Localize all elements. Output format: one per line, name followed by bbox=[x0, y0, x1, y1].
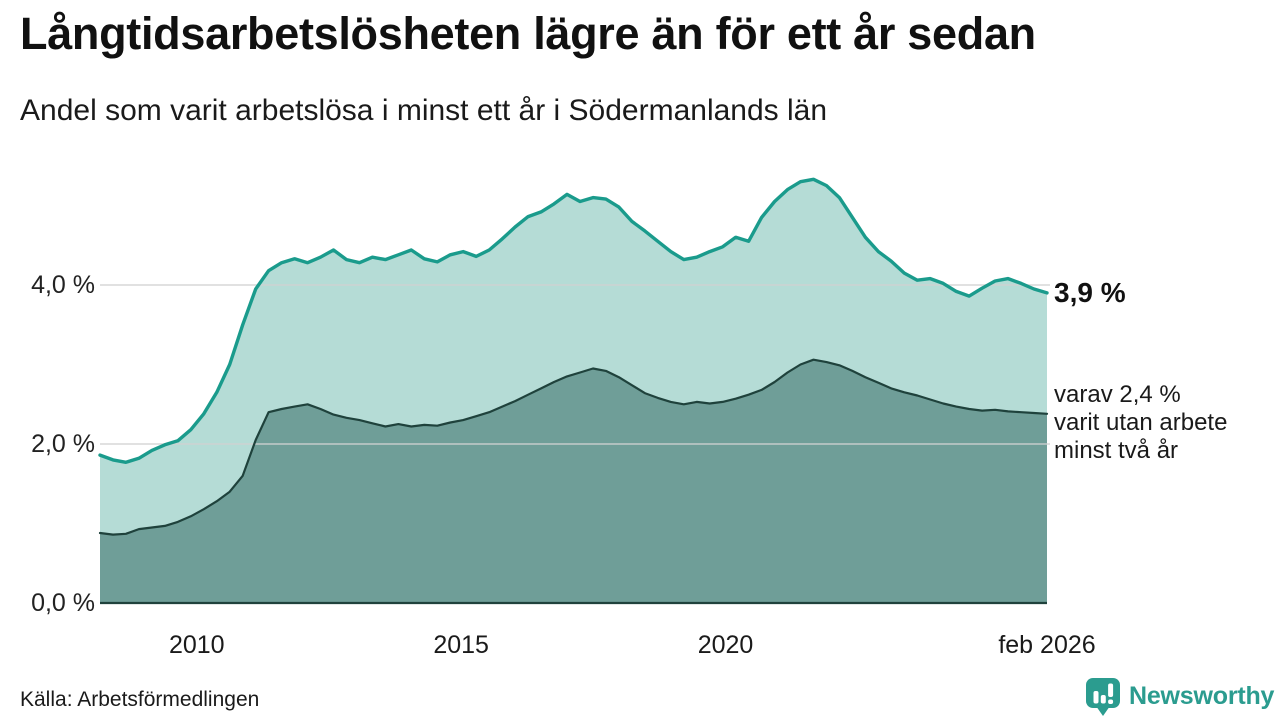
series-0-line bbox=[98, 177, 1049, 464]
end-value-label: 3,9 % bbox=[1054, 277, 1126, 308]
series-1-line bbox=[98, 358, 1049, 536]
page-subtitle: Andel som varit arbetslösa i minst ett å… bbox=[20, 94, 828, 127]
page-title: Långtidsarbetslösheten lägre än för ett … bbox=[20, 8, 1036, 59]
newsworthy-logo-icon bbox=[1086, 678, 1120, 716]
y-tick-4: 4,0 % bbox=[31, 271, 95, 299]
y-tick-2: 2,0 % bbox=[31, 430, 95, 458]
secondary-annotation-line-1: varav 2,4 % bbox=[1054, 381, 1181, 408]
x-tick-2020: 2020 bbox=[697, 631, 754, 659]
x-tick-2010: 2010 bbox=[168, 631, 225, 659]
x-tick-2015: 2015 bbox=[433, 631, 489, 659]
source-text: Källa: Arbetsförmedlingen bbox=[20, 688, 260, 711]
brand-name: Newsworthy bbox=[1129, 682, 1275, 710]
series-1-area bbox=[100, 359, 1047, 603]
secondary-annotation: varav 2,4 % varit utan arbete minst två … bbox=[1054, 381, 1274, 465]
x-tick-feb-2026: feb 2026 bbox=[998, 631, 1096, 659]
secondary-annotation-line-2: varit utan arbete bbox=[1054, 409, 1228, 436]
brand-logo: Newsworthy bbox=[1084, 676, 1274, 717]
secondary-annotation-line-3: minst två år bbox=[1054, 437, 1179, 464]
y-tick-0: 0,0 % bbox=[31, 589, 95, 617]
